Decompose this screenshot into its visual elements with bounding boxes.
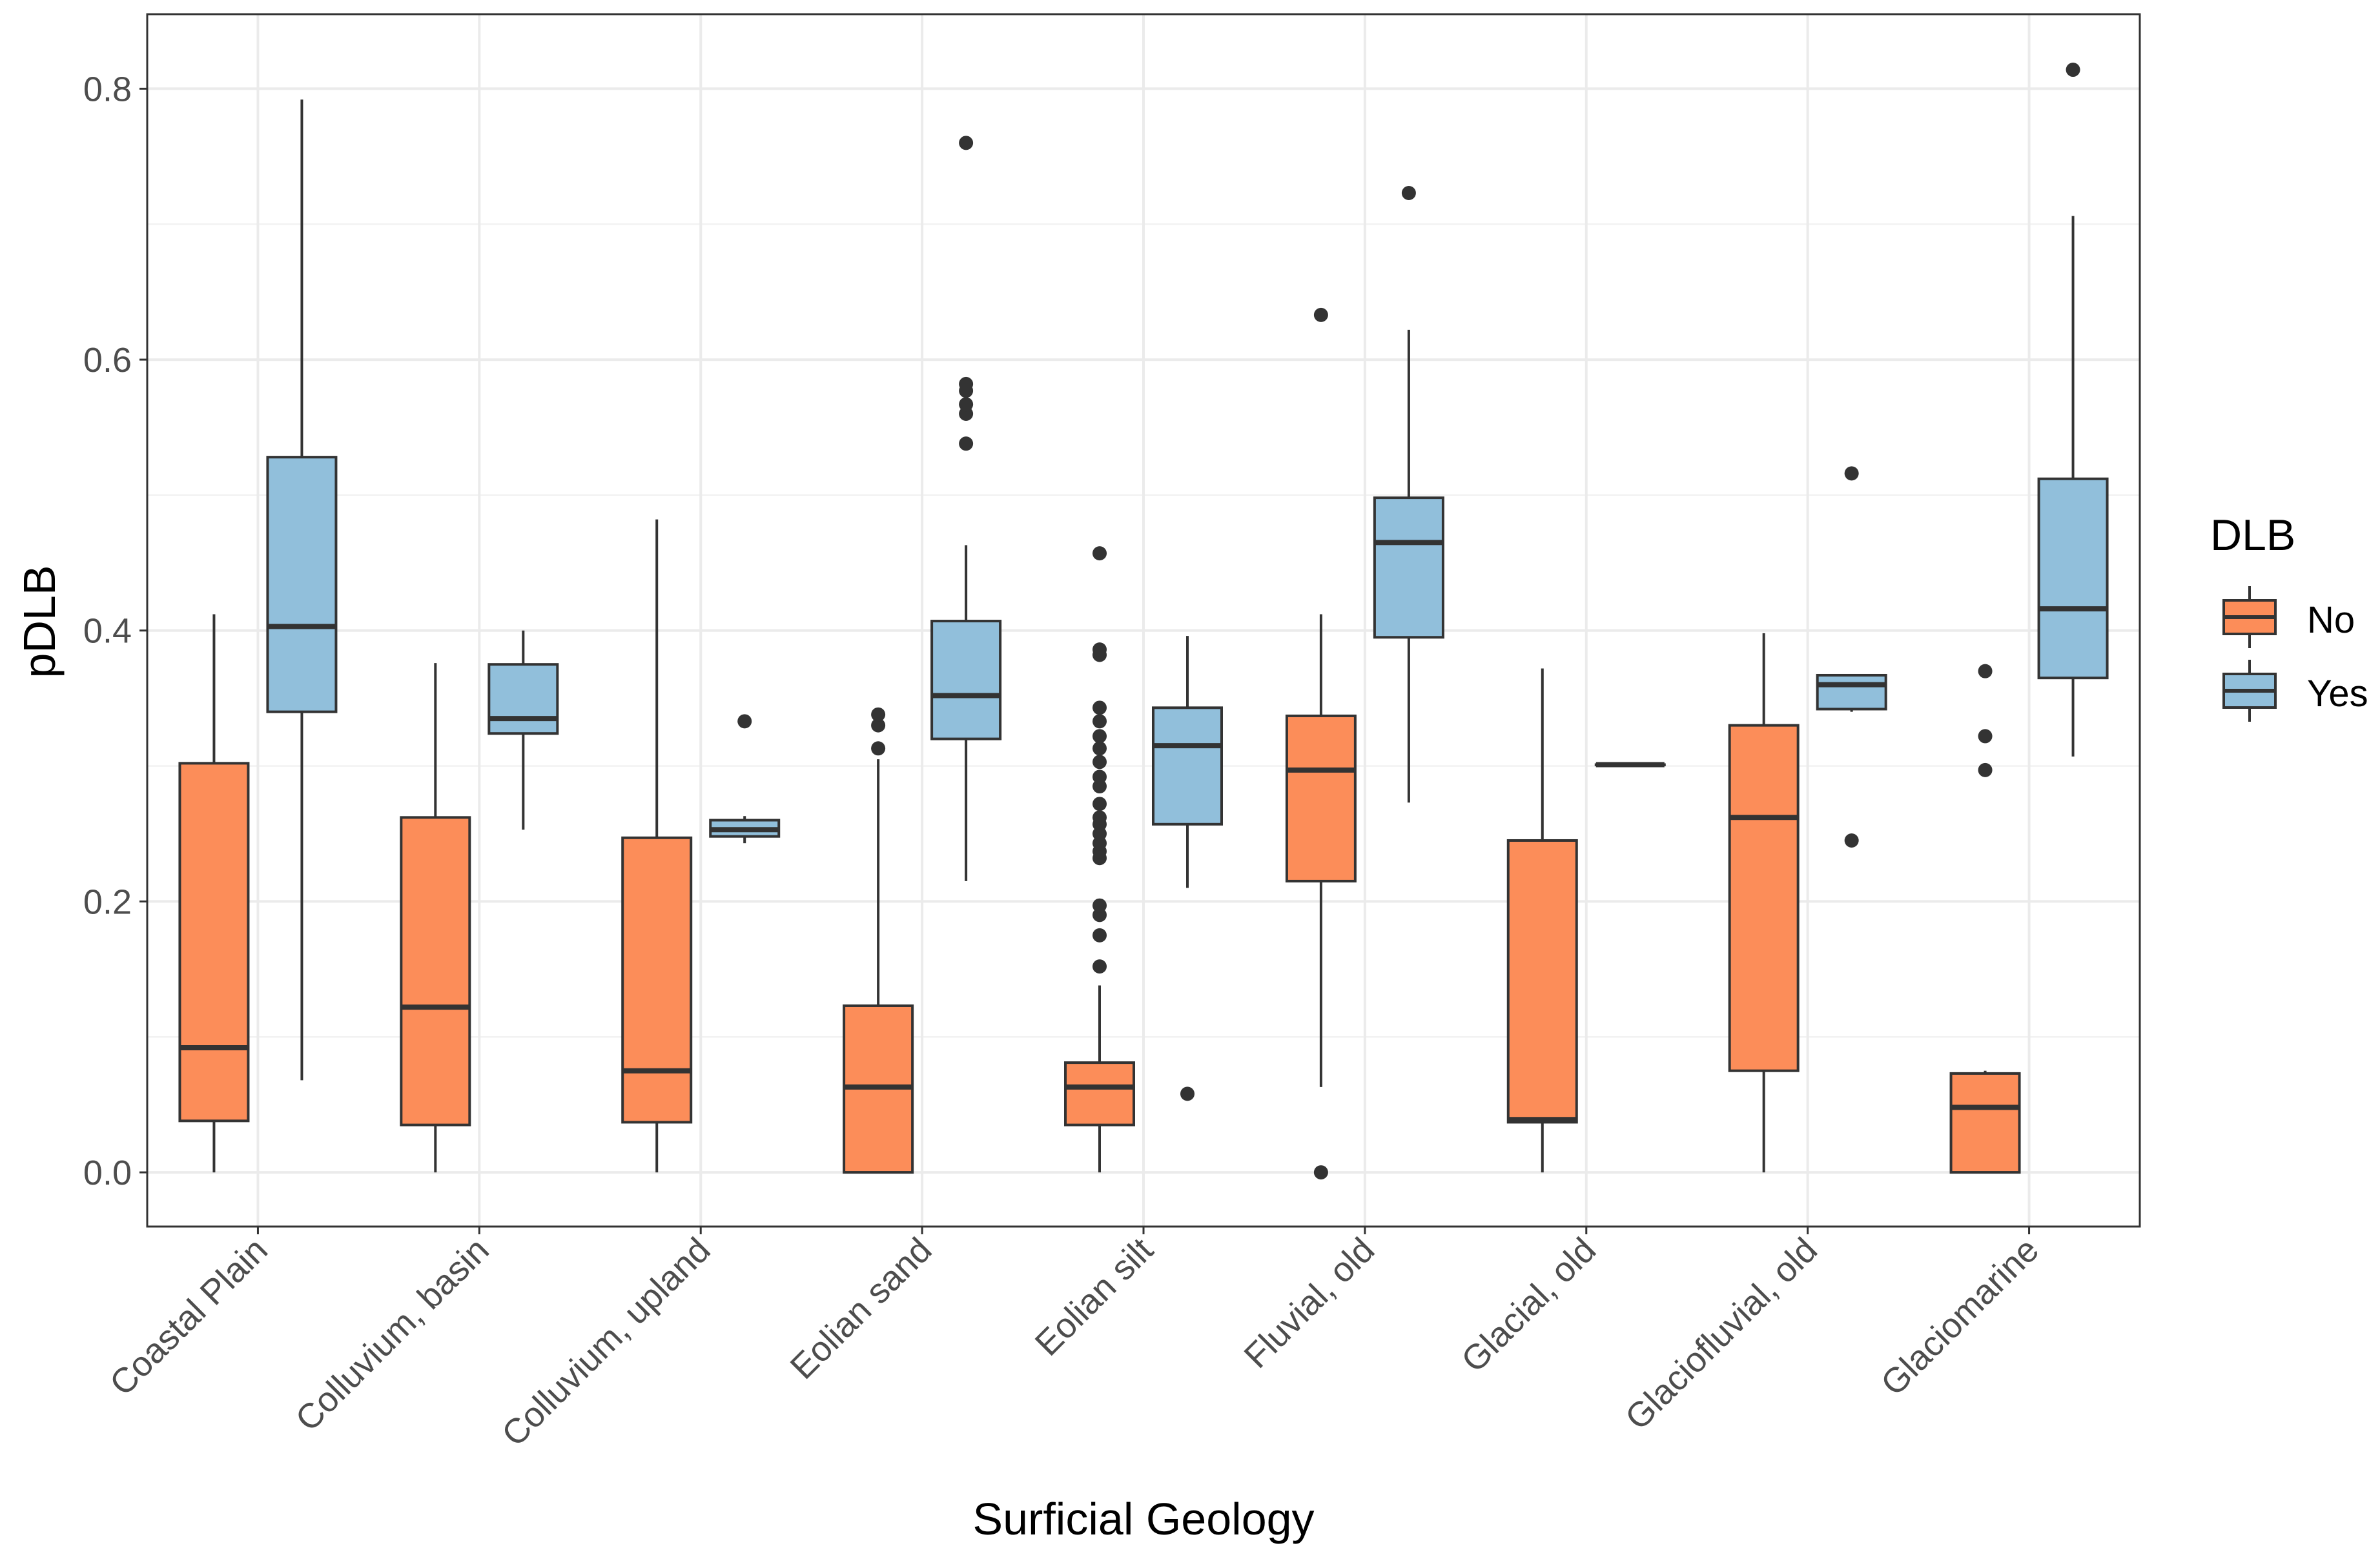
outlier-point: [1093, 729, 1107, 744]
outlier-point: [1180, 1086, 1195, 1101]
box-body: [1728, 724, 1800, 1072]
box-body: [930, 620, 1002, 740]
box-body: [1949, 1072, 2021, 1174]
outlier-point: [1093, 546, 1107, 561]
legend-title: DLB: [2210, 511, 2295, 560]
outlier-point: [1093, 797, 1107, 811]
y-tick-label: 0.8: [83, 70, 132, 108]
outlier-point: [1978, 762, 1993, 777]
box-no-4: [1064, 546, 1135, 1173]
outlier-point: [1093, 898, 1107, 913]
box-body: [1373, 496, 1444, 639]
outlier-point: [871, 718, 886, 733]
box-no-0: [178, 614, 250, 1173]
y-tick-label: 0.2: [83, 882, 132, 921]
outlier-point: [1401, 185, 1416, 200]
box-no-6: [1506, 668, 1578, 1173]
y-tick-label: 0.6: [83, 341, 132, 380]
box-no-5: [1285, 307, 1357, 1180]
box-yes-3: [930, 136, 1002, 881]
y-tick-label: 0.4: [83, 612, 132, 651]
outlier-point: [959, 436, 974, 451]
box-yes-7: [1816, 466, 1887, 848]
outlier-point: [871, 741, 886, 756]
outlier-point: [1093, 642, 1107, 657]
box-body: [1152, 706, 1223, 826]
box-layer: [178, 63, 2109, 1180]
y-tick-label: 0.0: [83, 1154, 132, 1192]
legend-label-no: No: [2307, 599, 2355, 641]
outlier-point: [1093, 755, 1107, 769]
box-yes-5: [1373, 185, 1444, 803]
outlier-point: [1313, 307, 1328, 322]
outlier-point: [1313, 1165, 1328, 1180]
box-yes-8: [2037, 63, 2109, 757]
box-no-2: [621, 519, 693, 1173]
outlier-point: [959, 376, 974, 391]
box-body: [178, 762, 250, 1123]
outlier-point: [1978, 664, 1993, 678]
outlier-point: [737, 714, 752, 729]
outlier-point: [2066, 63, 2080, 77]
box-no-7: [1728, 633, 1800, 1173]
outlier-point: [1978, 729, 1993, 744]
outlier-point: [1093, 714, 1107, 729]
box-yes-0: [266, 99, 338, 1081]
outlier-point: [959, 136, 974, 150]
outlier-point: [1093, 959, 1107, 974]
box-body: [400, 816, 471, 1126]
box-body: [487, 663, 559, 735]
outlier-point: [1093, 769, 1107, 784]
outlier-point: [1093, 810, 1107, 825]
x-axis-title: Surficial Geology: [972, 1494, 1314, 1544]
box-yes-6: [1594, 762, 1666, 768]
outlier-point: [1093, 928, 1107, 943]
box-yes-2: [709, 714, 781, 844]
box-body: [621, 836, 693, 1124]
box-yes-1: [487, 630, 559, 830]
grid-lines: [147, 14, 2140, 1227]
outlier-point: [1093, 741, 1107, 756]
legend-label-yes: Yes: [2307, 673, 2368, 715]
outlier-point: [1844, 466, 1859, 481]
box-body: [1816, 673, 1887, 711]
y-axis-title: pDLB: [14, 565, 65, 678]
box-body: [1285, 714, 1357, 882]
outlier-point: [959, 397, 974, 412]
outlier-point: [1844, 833, 1859, 848]
box-body: [1064, 1061, 1135, 1126]
outlier-point: [871, 707, 886, 722]
legend-item-yes: Yes: [2222, 660, 2368, 722]
legend-item-no: No: [2222, 586, 2355, 648]
box-no-1: [400, 663, 471, 1173]
box-body: [2037, 477, 2109, 680]
outlier-point: [1093, 700, 1107, 715]
box-body: [1506, 839, 1578, 1124]
y-axis: 0.0 0.2 0.4 0.6 0.8: [83, 70, 147, 1192]
legend: DLB No Yes: [2210, 511, 2368, 722]
box-yes-4: [1152, 636, 1223, 1101]
box-no-3: [843, 707, 914, 1174]
box-body: [266, 456, 338, 713]
box-no-8: [1949, 664, 2021, 1174]
